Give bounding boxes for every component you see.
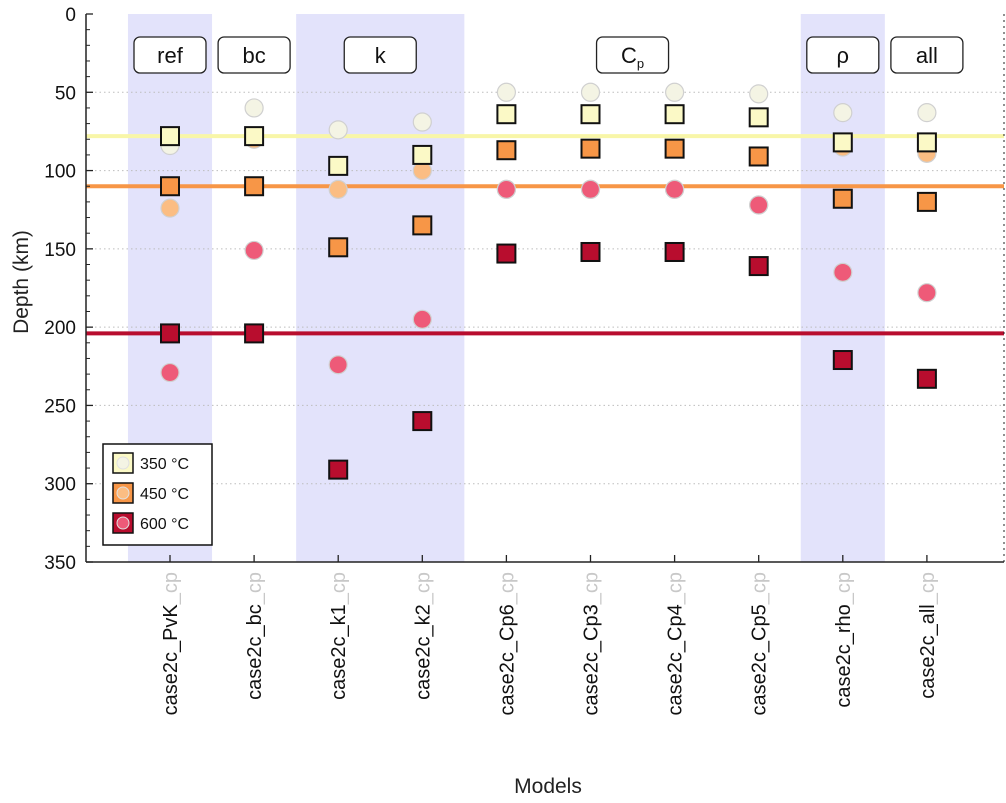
x-tick-label-7: case2c_Cp5_cp bbox=[749, 572, 771, 715]
square-0-0 bbox=[160, 126, 180, 147]
grid-layer bbox=[86, 91, 1004, 485]
group-label-box-2 bbox=[343, 36, 417, 74]
legend-label-2: 600 °C bbox=[140, 516, 189, 533]
group-label-1: bc bbox=[242, 43, 265, 68]
group-label-box-1 bbox=[217, 36, 291, 74]
circle-0-7 bbox=[749, 84, 769, 104]
group-shade-2 bbox=[296, 14, 465, 562]
group-label-box-5 bbox=[890, 36, 964, 74]
circle-0-5 bbox=[580, 82, 601, 102]
square-0-6 bbox=[664, 104, 685, 125]
y-tick-label-6: 300 bbox=[44, 475, 76, 496]
group-label-2: k bbox=[375, 43, 387, 68]
circle-2-6 bbox=[664, 179, 685, 199]
labels-layer: ref bc k Cp ρ all bbox=[133, 36, 964, 74]
square-2-9 bbox=[916, 368, 937, 389]
x-tick-label-8: case2c_rho_cp bbox=[833, 572, 855, 708]
y-tick-label-7: 350 bbox=[44, 553, 76, 574]
square-0-9 bbox=[916, 132, 937, 153]
circle-0-6 bbox=[664, 82, 685, 102]
circle-1-2 bbox=[328, 179, 348, 199]
square-2-8 bbox=[832, 350, 853, 371]
legend-label-1: 450 °C bbox=[140, 486, 189, 503]
square-0-2 bbox=[328, 155, 349, 176]
y-tick-label-0: 0 bbox=[65, 5, 76, 26]
circle-0-4 bbox=[496, 82, 516, 102]
legend-label-0: 350 °C bbox=[140, 456, 189, 473]
axes-layer: 0 50 100 150 200 250 300 350 case2c_PvK_cp case2c… bbox=[44, 5, 1005, 715]
square-1-2 bbox=[328, 237, 349, 258]
legend-circle-2 bbox=[116, 516, 130, 530]
square-1-5 bbox=[580, 138, 601, 159]
square-2-3 bbox=[412, 411, 433, 432]
circle-0-9 bbox=[917, 103, 937, 123]
group-label-4: ρ bbox=[837, 43, 850, 68]
square-0-3 bbox=[412, 144, 433, 165]
square-1-8 bbox=[832, 188, 853, 209]
circle-2-1 bbox=[244, 240, 264, 261]
x-tick-label-0: case2c_PvK_cp bbox=[160, 572, 182, 715]
square-1-0 bbox=[160, 176, 180, 197]
y-tick-label-3: 150 bbox=[44, 240, 76, 261]
square-2-2 bbox=[328, 459, 349, 480]
square-1-9 bbox=[916, 191, 937, 212]
x-tick-label-6: case2c_Cp4_cp bbox=[665, 572, 687, 715]
legend-circle-0 bbox=[116, 456, 130, 470]
circle-2-0 bbox=[160, 362, 180, 383]
group-label-box-3 bbox=[595, 36, 670, 74]
circle-1-0 bbox=[160, 198, 180, 218]
square-0-5 bbox=[580, 104, 601, 125]
square-0-8 bbox=[832, 132, 853, 153]
y-tick-label-2: 100 bbox=[44, 162, 76, 183]
circle-2-9 bbox=[917, 283, 937, 303]
square-2-7 bbox=[748, 256, 769, 277]
x-tick-label-2: case2c_k1_cp bbox=[328, 572, 350, 700]
square-1-6 bbox=[664, 138, 685, 159]
square-2-4 bbox=[496, 243, 517, 264]
y-axis-title: Depth (km) bbox=[10, 230, 33, 334]
circle-2-5 bbox=[580, 179, 601, 199]
y-tick-label-5: 250 bbox=[44, 396, 76, 417]
y-tick-label-4: 200 bbox=[44, 318, 76, 339]
square-2-6 bbox=[664, 241, 685, 262]
y-tick-label-1: 50 bbox=[55, 83, 76, 104]
circle-2-3 bbox=[412, 309, 432, 329]
x-tick-label-4: case2c_Cp6_cp bbox=[496, 572, 518, 715]
square-0-7 bbox=[748, 107, 769, 128]
square-0-1 bbox=[244, 126, 265, 147]
square-2-5 bbox=[580, 241, 601, 262]
legend-circle-1 bbox=[116, 486, 130, 500]
square-2-1 bbox=[244, 323, 265, 344]
marks-layer bbox=[160, 82, 937, 480]
group-label-5: all bbox=[916, 43, 938, 68]
group-label-box-0 bbox=[133, 36, 207, 74]
legend: 350 °C 450 °C 600 °C bbox=[102, 443, 213, 546]
square-2-0 bbox=[160, 323, 180, 344]
circle-0-8 bbox=[833, 103, 853, 123]
group-shade-4 bbox=[800, 14, 885, 562]
circle-2-8 bbox=[833, 262, 853, 282]
x-tick-label-1: case2c_bc_cp bbox=[244, 572, 266, 700]
circle-0-1 bbox=[244, 98, 264, 118]
square-0-4 bbox=[496, 104, 517, 125]
circle-2-2 bbox=[328, 355, 348, 375]
square-1-3 bbox=[412, 215, 433, 236]
x-axis-title: Models bbox=[514, 775, 582, 798]
circle-0-2 bbox=[328, 120, 348, 140]
x-tick-label-3: case2c_k2_cp bbox=[412, 572, 434, 700]
square-1-4 bbox=[496, 140, 517, 161]
group-label-box-4 bbox=[806, 36, 880, 74]
group-label-0: ref bbox=[157, 43, 184, 68]
x-tick-label-9: case2c_all_cp bbox=[917, 572, 939, 699]
square-1-7 bbox=[748, 146, 769, 167]
circle-0-3 bbox=[412, 112, 432, 132]
circle-2-4 bbox=[496, 179, 516, 199]
x-tick-label-5: case2c_Cp3_cp bbox=[581, 572, 603, 715]
circle-2-7 bbox=[749, 195, 769, 215]
group-shading-layer bbox=[127, 14, 885, 562]
square-1-1 bbox=[244, 176, 265, 197]
